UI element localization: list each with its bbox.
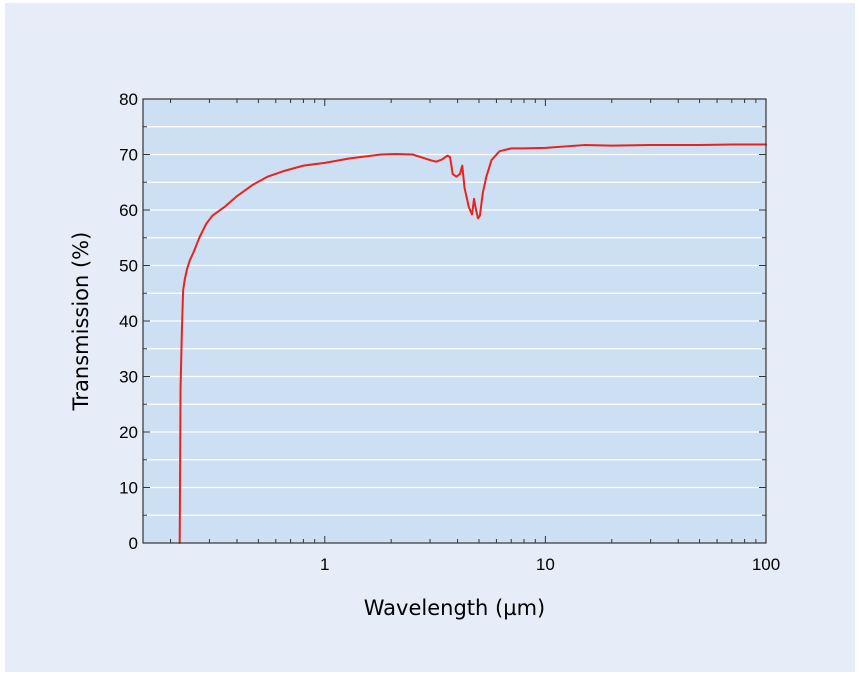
y-tick-label: 80 [119, 90, 138, 109]
x-tick-label: 10 [536, 555, 555, 574]
x-tick-label: 1 [320, 555, 329, 574]
y-tick-label: 70 [119, 146, 138, 165]
y-tick-label: 0 [129, 534, 138, 553]
y-tick-label: 10 [119, 479, 138, 498]
chart-figure: 0 10 20 30 40 50 60 70 80 1 10 100 Wavelength (µm) … [5, 3, 855, 672]
x-axis-label: Wavelength (µm) [364, 596, 545, 620]
y-axis-label: Transmission (%) [69, 232, 93, 412]
series-line-0 [178, 143, 767, 544]
y-tick-label: 20 [119, 423, 138, 442]
y-tick-label: 50 [119, 257, 138, 276]
y-tick-label: 30 [119, 368, 138, 387]
x-tick-label: 100 [752, 555, 780, 574]
y-tick-label: 60 [119, 201, 138, 220]
y-tick-label: 40 [119, 312, 138, 331]
